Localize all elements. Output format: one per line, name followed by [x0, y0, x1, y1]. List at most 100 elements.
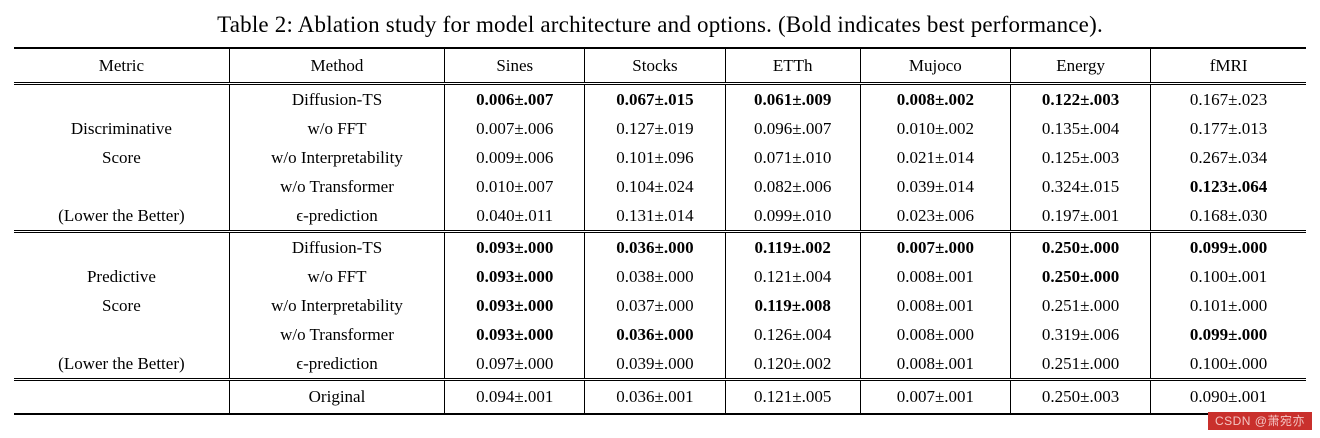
table-row: ϵ-prediction 0.097±.000 0.039±.000 0.120±.0… — [14, 349, 1306, 380]
value-cell: 0.197±.001 — [1009, 201, 1151, 232]
table-row: w/o Transformer 0.010±.007 0.104±.024 0.082… — [14, 172, 1306, 201]
header-row: Metric Method Sines Stocks ETTh Mujoco E… — [14, 47, 1306, 85]
value-cell: 0.008±.001 — [859, 349, 1011, 380]
value-cell: 0.121±.004 — [724, 262, 861, 291]
paper-table-figure: Table 2: Ablation study for model archit… — [14, 12, 1312, 430]
value-cell: 0.090±.001 — [1150, 378, 1306, 415]
value-cell: 0.267±.034 — [1150, 143, 1306, 172]
value-cell: 0.007±.006 — [444, 114, 585, 143]
value-cell: 0.167±.023 — [1150, 83, 1306, 114]
col-header-energy: Energy — [1009, 47, 1151, 85]
value-cell: 0.023±.006 — [859, 201, 1011, 232]
ablation-table: Metric Method Sines Stocks ETTh Mujoco E… — [14, 47, 1306, 415]
table-row: w/o Interpretability 0.093±.000 0.037±.000… — [14, 291, 1306, 320]
table-row: w/o FFT 0.007±.006 0.127±.019 0.096±.007 0.0… — [14, 114, 1306, 143]
value-cell: 0.099±.000 — [1150, 230, 1306, 262]
value-cell: 0.071±.010 — [724, 143, 861, 172]
table-row: Predictive Score (Lower the Better) Diffusi… — [14, 230, 1306, 380]
metric-note: (Lower the Better) — [58, 205, 185, 225]
value-cell: 0.008±.000 — [859, 320, 1011, 349]
method-cell: w/o FFT — [228, 262, 445, 291]
method-cell: ϵ-prediction — [228, 201, 445, 232]
method-cell: w/o Interpretability — [228, 143, 445, 172]
metric-label: Discriminative Score — [70, 119, 172, 167]
metric-label: Predictive Score — [86, 267, 156, 315]
col-header-method: Method — [228, 47, 445, 85]
value-cell: 0.061±.009 — [724, 83, 861, 114]
value-cell: 0.008±.001 — [859, 262, 1011, 291]
value-cell: 0.168±.030 — [1150, 201, 1306, 232]
value-cell: 0.250±.000 — [1009, 230, 1151, 262]
value-cell: 0.099±.010 — [724, 201, 861, 232]
value-cell: 0.125±.003 — [1009, 143, 1151, 172]
value-cell: 0.097±.000 — [444, 349, 585, 380]
value-cell: 0.100±.001 — [1150, 262, 1306, 291]
value-cell: 0.008±.002 — [859, 83, 1011, 114]
method-cell: w/o Transformer — [228, 320, 445, 349]
value-cell: 0.093±.000 — [444, 262, 585, 291]
value-cell: 0.100±.000 — [1150, 349, 1306, 380]
value-cell: 0.010±.007 — [444, 172, 585, 201]
value-cell: 0.099±.000 — [1150, 320, 1306, 349]
value-cell: 0.127±.019 — [584, 114, 726, 143]
method-cell: Original — [228, 378, 445, 415]
table-row: Discriminative Score (Lower the Better) Dif… — [14, 83, 1306, 225]
value-cell: 0.039±.014 — [859, 172, 1011, 201]
col-header-etth: ETTh — [724, 47, 861, 85]
table-row: ϵ-prediction 0.040±.011 0.131±.014 0.099±.0… — [14, 201, 1306, 232]
col-header-mujoco: Mujoco — [859, 47, 1011, 85]
metric-note: (Lower the Better) — [58, 353, 185, 373]
value-cell: 0.177±.013 — [1150, 114, 1306, 143]
value-cell: 0.119±.008 — [724, 291, 861, 320]
value-cell: 0.021±.014 — [859, 143, 1011, 172]
value-cell: 0.093±.000 — [444, 320, 585, 349]
method-cell: Diffusion-TS — [228, 83, 445, 114]
value-cell: 0.036±.000 — [584, 230, 726, 262]
value-cell: 0.036±.000 — [584, 320, 726, 349]
method-cell: Diffusion-TS — [228, 230, 445, 262]
value-cell: 0.067±.015 — [584, 83, 726, 114]
value-cell: 0.123±.064 — [1150, 172, 1306, 201]
method-cell: w/o FFT — [228, 114, 445, 143]
value-cell: 0.104±.024 — [584, 172, 726, 201]
value-cell: 0.007±.000 — [859, 230, 1011, 262]
table-caption: Table 2: Ablation study for model archit… — [217, 12, 1103, 37]
table-row: Original 0.094±.001 0.036±.001 0.121±.005 0.… — [14, 378, 1306, 415]
value-cell: 0.040±.011 — [444, 201, 585, 232]
col-header-stocks: Stocks — [584, 47, 726, 85]
table-row: w/o FFT 0.093±.000 0.038±.000 0.121±.004 0.0… — [14, 262, 1306, 291]
col-header-metric: Metric — [14, 47, 230, 85]
table-row: w/o Transformer 0.093±.000 0.036±.000 0.126… — [14, 320, 1306, 349]
value-cell: 0.007±.001 — [859, 378, 1011, 415]
value-cell: 0.101±.000 — [1150, 291, 1306, 320]
method-cell: w/o Interpretability — [228, 291, 445, 320]
value-cell: 0.093±.000 — [444, 230, 585, 262]
value-cell: 0.036±.001 — [584, 378, 726, 415]
value-cell: 0.096±.007 — [724, 114, 861, 143]
value-cell: 0.010±.002 — [859, 114, 1011, 143]
value-cell: 0.126±.004 — [724, 320, 861, 349]
method-cell: w/o Transformer — [228, 172, 445, 201]
metric-cell: Predictive Score (Lower the Better) — [14, 230, 230, 380]
value-cell: 0.006±.007 — [444, 83, 585, 114]
value-cell: 0.122±.003 — [1009, 83, 1151, 114]
table-row: w/o Interpretability 0.009±.006 0.101±.096… — [14, 143, 1306, 172]
watermark: CSDN @萧宛亦 — [1207, 412, 1312, 430]
value-cell: 0.121±.005 — [724, 378, 861, 415]
metric-cell — [14, 378, 230, 415]
value-cell: 0.009±.006 — [444, 143, 585, 172]
value-cell: 0.120±.002 — [724, 349, 861, 380]
value-cell: 0.251±.000 — [1009, 291, 1151, 320]
value-cell: 0.131±.014 — [584, 201, 726, 232]
value-cell: 0.251±.000 — [1009, 349, 1151, 380]
value-cell: 0.037±.000 — [584, 291, 726, 320]
value-cell: 0.250±.000 — [1009, 262, 1151, 291]
value-cell: 0.319±.006 — [1009, 320, 1151, 349]
col-header-fmri: fMRI — [1150, 47, 1306, 85]
value-cell: 0.038±.000 — [584, 262, 726, 291]
value-cell: 0.093±.000 — [444, 291, 585, 320]
method-cell: ϵ-prediction — [228, 349, 445, 380]
metric-cell: Discriminative Score (Lower the Better) — [14, 84, 229, 232]
value-cell: 0.324±.015 — [1009, 172, 1151, 201]
value-cell: 0.039±.000 — [584, 349, 726, 380]
